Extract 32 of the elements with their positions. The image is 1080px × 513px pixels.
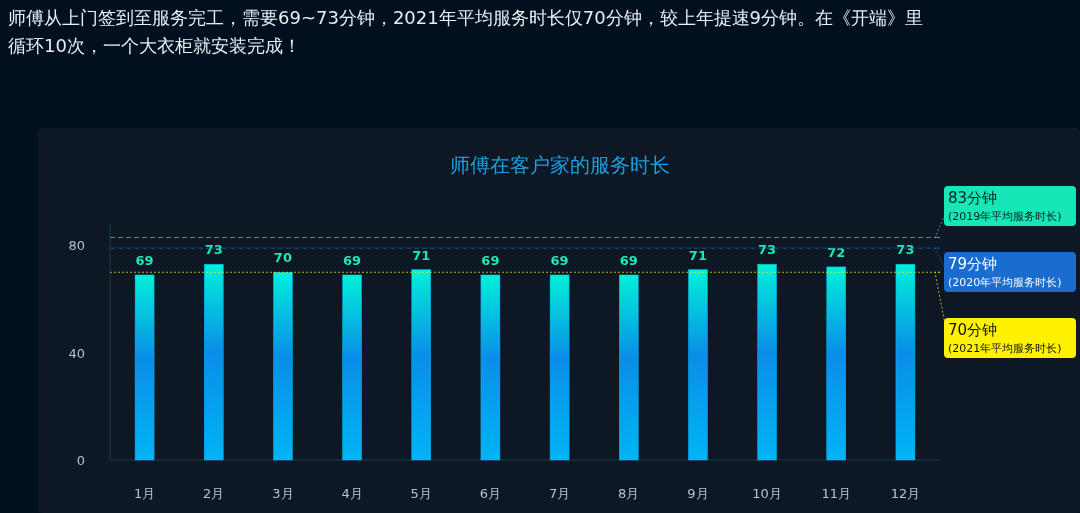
data-label: 69	[135, 252, 154, 268]
data-label: 71	[688, 247, 707, 263]
x-tick-label: 3月	[272, 486, 294, 501]
x-tick-label: 12月	[890, 486, 921, 501]
legend-label: 79分钟 (2020年平均服务时长)	[948, 255, 1062, 289]
ref-line-label: 83分钟 (2019年平均服务时长)	[948, 189, 1062, 223]
x-tick-label: 11月	[821, 486, 852, 501]
x-tick-label: 7月	[548, 486, 571, 501]
x-tick-label: 5月	[410, 486, 432, 501]
chart-title: 师傅在客户家的服务时长	[450, 153, 670, 177]
ref-line-label: 70分钟 (2021年平均服务时长)	[948, 321, 1062, 355]
data-label: 69	[343, 252, 362, 268]
x-tick-label: 9月	[687, 486, 709, 501]
data-label: 71	[412, 247, 431, 263]
data-label: 69	[481, 252, 500, 268]
data-label: 69	[550, 252, 569, 268]
text: 师傅从上门签到至服务完工，需要69~73分钟，2021年平均服务时长仅70分钟，较上年提速9分钟。在《开端》里循环10次，一个大衣柜就安装完成！	[8, 6, 925, 58]
data-label: 72	[827, 244, 846, 260]
y-tick-label: 40	[68, 345, 85, 361]
data-label: 73	[896, 242, 915, 258]
data-label: 73	[204, 242, 223, 258]
data-label: 73	[758, 242, 777, 258]
data-label: 69	[619, 252, 638, 268]
data-label: 70	[273, 250, 292, 266]
x-tick-label: 10月	[752, 486, 782, 501]
x-tick-label: 4月	[341, 486, 363, 501]
x-tick-label: 6月	[479, 486, 502, 501]
x-tick-label: 1月	[133, 486, 156, 501]
x-tick-label: 2月	[203, 486, 225, 501]
y-tick-label: 0	[76, 453, 85, 468]
x-tick-label: 8月	[618, 486, 640, 501]
y-tick-label: 80	[68, 238, 85, 254]
